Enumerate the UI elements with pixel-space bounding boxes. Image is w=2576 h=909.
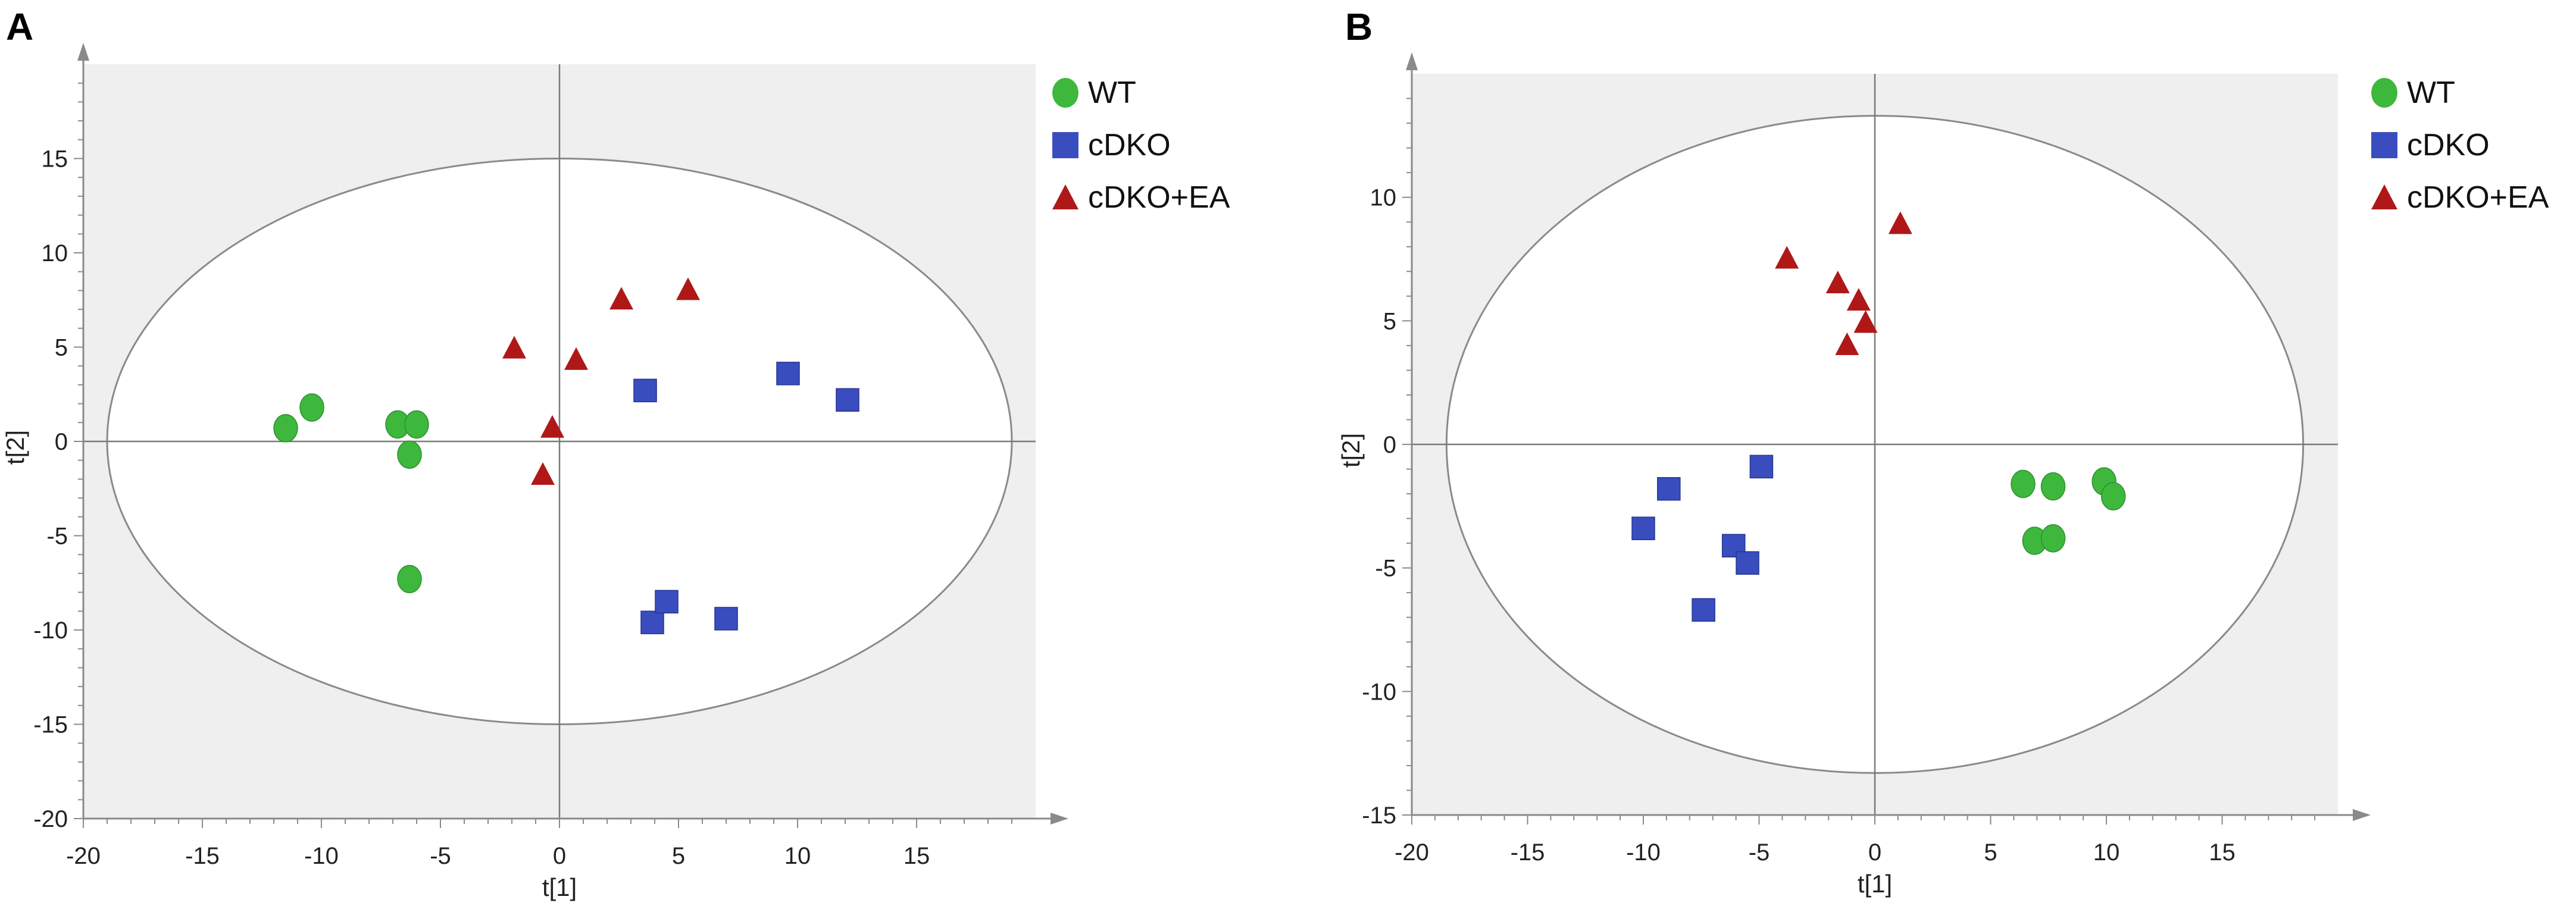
scatter-plot-b: -20 -15 -10 -5 0 5 10 15 10 5 0 -5 -10 -15 t[1] t[2]	[1337, 52, 2371, 898]
x-tick-label: 0	[1868, 839, 1881, 866]
data-point-cdko-ea	[502, 336, 526, 359]
data-point-cdko	[1657, 477, 1681, 501]
data-point-cdko	[836, 388, 859, 412]
data-point-cdko-ea	[1853, 310, 1878, 333]
data-point-wt	[273, 414, 298, 443]
legend-item-wt: WT	[2368, 67, 2549, 119]
x-tick-label: -10	[1626, 839, 1661, 866]
data-point-cdko-ea	[609, 287, 633, 310]
y-axis-arrow-icon	[1406, 52, 1418, 70]
y-tick-label: 10	[42, 240, 68, 267]
y-tick-label: -10	[1362, 679, 1396, 705]
data-point-cdko	[633, 378, 657, 403]
circle-marker-icon	[1049, 76, 1082, 109]
legend-label: WT	[2407, 76, 2455, 110]
data-point-wt	[299, 393, 324, 422]
data-point-cdko-ea	[676, 277, 700, 300]
legend-item-cdko: cDKO	[1049, 119, 1230, 171]
x-tick-label: 5	[1984, 839, 1997, 866]
data-point-cdko-ea	[1888, 211, 1912, 234]
x-axis-arrow-icon	[2353, 809, 2371, 821]
legend-label: WT	[1088, 76, 1136, 110]
legend-label: cDKO+EA	[2407, 180, 2549, 215]
y-tick-label: -5	[1375, 556, 1396, 582]
x-tick-label: -20	[66, 843, 101, 869]
x-tick-label: -15	[1511, 839, 1545, 866]
legend-b: WT cDKO cDKO+EA	[2368, 67, 2549, 224]
x-tick-label: 10	[784, 843, 811, 869]
y-tick-label: 5	[55, 335, 68, 361]
scatter-plot-a: -20 -15 -10 -5 0 5 10 15 15 10 5 0 -5 -10 -15 -20 t[1] t[…	[1, 43, 1068, 901]
triangle-marker-icon	[1049, 181, 1082, 214]
x-tick-label: 5	[672, 843, 685, 869]
x-tick-label: 15	[904, 843, 930, 869]
legend-label: cDKO+EA	[1088, 180, 1230, 215]
square-marker-icon	[2368, 128, 2401, 162]
y-tick-label: -15	[33, 712, 68, 738]
data-point-wt	[2011, 469, 2036, 499]
y-tick-label: 10	[1370, 185, 1397, 211]
x-tick-label: -5	[430, 843, 451, 869]
data-point-cdko-ea	[1775, 246, 1799, 269]
x-axis-arrow-icon	[1051, 813, 1068, 825]
legend-label: cDKO	[2407, 128, 2490, 162]
square-marker-icon	[1049, 128, 1082, 162]
legend-label: cDKO	[1088, 128, 1171, 162]
circle-marker-icon	[2368, 76, 2401, 109]
data-point-cdko	[655, 590, 679, 614]
y-tick-label: -20	[33, 806, 68, 832]
data-point-cdko-ea	[540, 415, 564, 438]
data-point-wt	[397, 565, 422, 594]
data-point-wt	[397, 440, 422, 469]
x-tick-label: -20	[1395, 839, 1429, 866]
y-tick-label: 5	[1383, 308, 1396, 334]
panel-b: B -20 -15 -10 -5 0 5 10 15 10 5 0 -5 -10 -15 t[1] t[2] …	[1288, 0, 2576, 909]
data-point-cdko-ea	[1846, 288, 1871, 311]
x-tick-label: -15	[185, 843, 220, 869]
x-tick-label: 10	[2093, 839, 2120, 866]
data-point-cdko	[776, 362, 800, 385]
data-point-cdko	[1692, 598, 1715, 622]
y-tick-label: -10	[33, 618, 68, 644]
y-tick-label: -5	[46, 524, 68, 550]
legend-item-cdko: cDKO	[2368, 119, 2549, 171]
x-tick-label: -10	[304, 843, 339, 869]
data-point-cdko	[714, 607, 738, 631]
data-point-cdko-ea	[1835, 332, 1859, 355]
y-tick-label: 0	[1383, 432, 1396, 458]
triangle-marker-icon	[2368, 181, 2401, 214]
data-point-wt	[2040, 472, 2066, 501]
x-axis-title: t[1]	[1858, 870, 1892, 898]
legend-item-cdko-ea: cDKO+EA	[1049, 171, 1230, 224]
y-axis-title: t[2]	[1337, 433, 1365, 468]
data-point-cdko	[1736, 551, 1759, 575]
y-axis-title: t[2]	[1, 430, 29, 465]
data-point-cdko-ea	[564, 347, 588, 370]
x-axis-title: t[1]	[542, 873, 577, 901]
x-tick-label: 0	[553, 843, 566, 869]
legend-item-wt: WT	[1049, 67, 1230, 119]
data-point-cdko	[1749, 454, 1774, 479]
legend-a: WT cDKO cDKO+EA	[1049, 67, 1230, 224]
panel-a: A -20 -15 -10 -5 0 5 10 15 15 10 5 0 -5 -10 -15 -20 t[1]…	[1, 5, 1230, 901]
panel-label-b: B	[1345, 5, 1373, 48]
x-tick-label: 15	[2209, 839, 2236, 866]
data-point-cdko-ea	[1825, 271, 1850, 294]
legend-item-cdko-ea: cDKO+EA	[2368, 171, 2549, 224]
y-tick-label: 15	[42, 146, 68, 173]
data-point-cdko-ea	[531, 462, 555, 485]
y-axis-arrow-icon	[77, 43, 89, 61]
data-point-wt	[2100, 482, 2126, 510]
data-point-cdko	[1631, 516, 1655, 540]
data-point-wt	[404, 410, 429, 439]
y-tick-label: 0	[55, 429, 68, 455]
panel-label-a: A	[6, 5, 34, 48]
data-point-wt	[2040, 524, 2066, 553]
data-point-cdko	[640, 610, 664, 635]
y-tick-label: -15	[1362, 803, 1396, 829]
x-tick-label: -5	[1749, 839, 1770, 866]
